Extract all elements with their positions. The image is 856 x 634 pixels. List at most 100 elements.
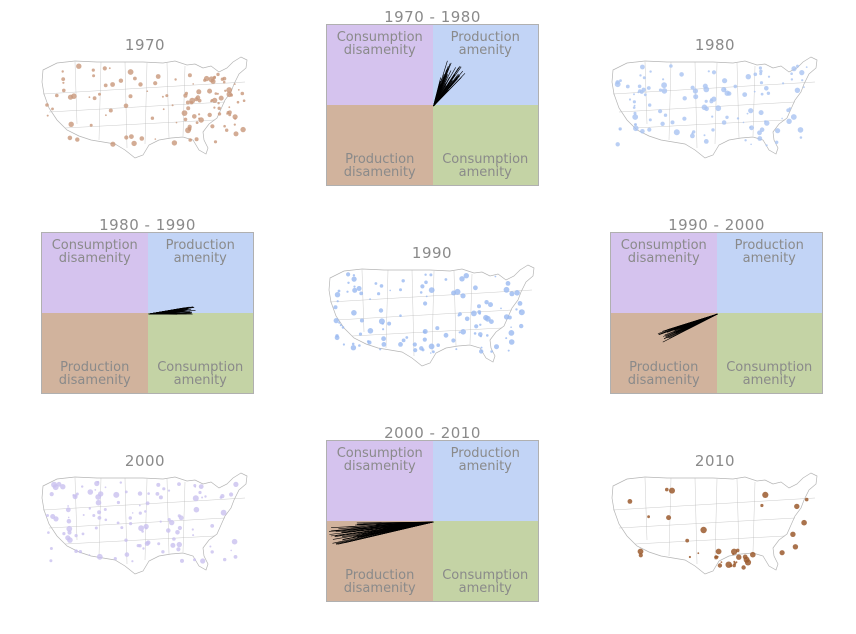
state-boundary [48,101,226,113]
city-dot [124,490,128,494]
state-boundary [182,481,186,553]
city-dot [786,108,791,113]
city-dot [138,511,142,515]
city-dot [341,326,345,329]
state-boundary [182,65,186,137]
city-dot [436,343,440,347]
city-dot [736,554,742,560]
state-boundary [64,535,216,545]
city-dot [430,352,432,354]
city-dot [803,86,805,89]
city-dot [119,481,123,484]
city-dot [67,537,73,543]
quadrant-consumption-disamenity: Consumption disamenity [611,233,717,313]
state-boundary [752,481,756,553]
city-dot [157,542,161,546]
city-dot [153,81,158,86]
city-dot [690,133,695,139]
city-dot [490,350,493,353]
map-title: 1980 [694,36,736,54]
city-dot [88,96,91,99]
state-boundary [144,478,148,561]
quadrant-title: 1970 - 1980 [384,8,481,26]
city-dot [124,135,129,140]
city-dot [494,275,497,278]
city-dot [129,522,133,526]
city-dot [762,491,769,498]
quadrant-label: Consumption amenity [157,360,244,388]
city-dot [782,82,785,85]
city-dot [663,113,668,117]
city-dot [226,112,229,115]
state-boundary [644,477,648,541]
city-dot [218,95,224,101]
state-boundary [612,81,816,95]
city-dot [127,69,134,75]
city-dot [129,134,134,139]
city-dot [333,305,338,310]
city-dot [95,499,102,506]
city-dot [711,115,714,118]
city-dot [742,121,745,124]
city-dot [429,273,433,277]
city-dot [682,96,687,101]
city-dot [731,548,738,555]
city-dot [389,289,391,292]
city-dot [97,510,102,515]
city-dot [796,64,799,68]
city-dot [213,140,218,144]
quadrant-chart: Consumption disamenity Production amenit… [326,440,539,602]
city-dot [765,144,768,147]
us-map [328,264,535,367]
city-dot [500,307,502,310]
city-dot [187,126,192,131]
city-dot [424,273,427,276]
city-dot [646,86,651,90]
city-dot [764,120,770,126]
city-dot [428,287,435,293]
city-dot [508,330,515,336]
city-dot [212,76,216,80]
arrow-fan [433,60,466,107]
city-dot [233,555,238,559]
quadrant-production-disamenity: Production disamenity [42,313,148,393]
city-dot [627,499,633,504]
city-dot [156,482,161,487]
state-boundary [612,497,816,511]
city-dot [175,530,180,535]
city-dot [638,89,642,93]
city-dot [640,129,645,134]
city-dot [797,127,804,133]
city-dot [379,348,382,351]
arrow-line [663,313,718,340]
city-dot [628,98,632,101]
city-dot [510,326,512,328]
city-dot [725,115,729,119]
city-dot [633,93,635,96]
state-boundary [166,478,170,555]
quadrant-title: 2000 - 2010 [384,424,481,442]
city-dot [66,518,72,524]
city-dot [381,336,386,342]
city-dot [639,74,642,77]
city-dot [483,314,489,321]
city-dot [196,89,202,95]
map-title: 1990 [411,244,453,262]
city-dot [342,343,345,346]
city-dot [387,321,392,326]
city-dot [358,344,361,347]
city-dot [210,79,216,84]
city-dot [413,348,418,353]
arrow-line [148,309,188,315]
city-dot [169,519,175,526]
city-dot [81,485,84,488]
city-dot [118,78,124,83]
city-dot [724,90,730,96]
quadrant-consumption-disamenity: Consumption disamenity [327,441,433,521]
city-dot [643,93,647,97]
city-dot [162,108,165,111]
city-dot [679,72,684,77]
city-dot [422,329,428,334]
city-dot [162,487,166,491]
city-dot [711,96,717,102]
